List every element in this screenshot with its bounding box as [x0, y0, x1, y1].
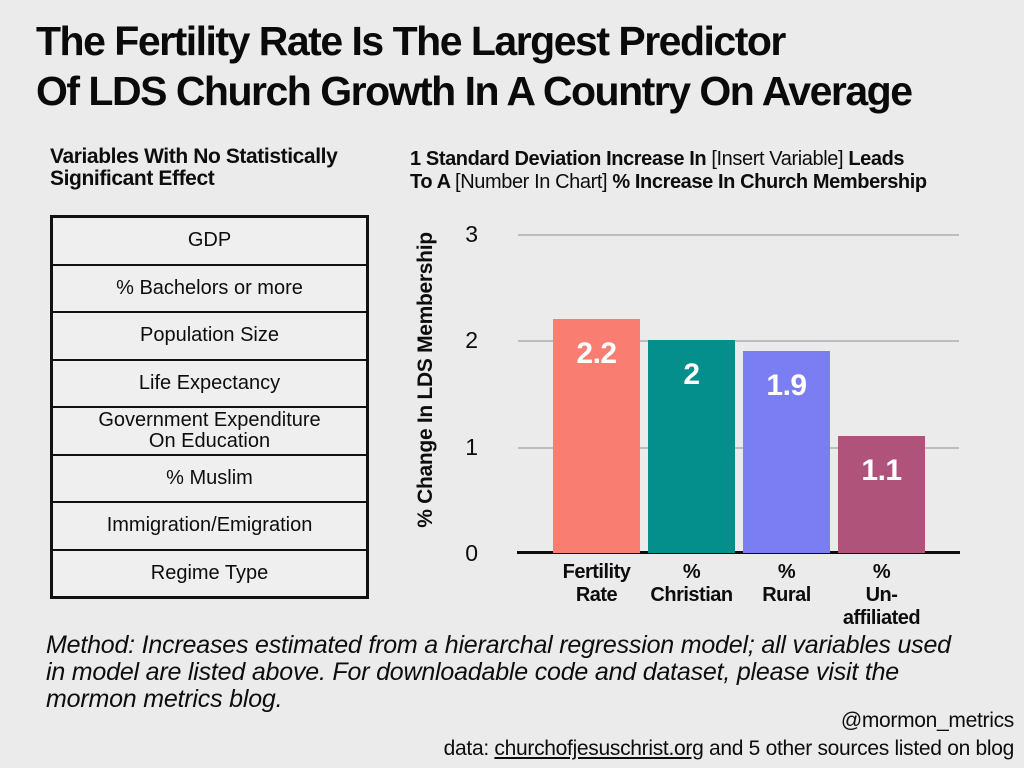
footer-credits: @mormon_metrics data: churchofjesuschris… — [443, 707, 1015, 763]
table-row-regime-type: Regime Type — [53, 548, 366, 597]
data-source-suffix: and 5 other sources listed on blog — [703, 737, 1014, 760]
gridline-2 — [518, 340, 959, 343]
data-source-link[interactable]: churchofjesuschrist.org — [494, 737, 704, 760]
table-row-gdp: GDP — [187, 229, 232, 252]
heading-segment: [Number In Chart] — [455, 171, 613, 193]
heading-segment: [Insert Variable] — [711, 148, 849, 170]
method-note-line2: in model are listed above. For downloada… — [46, 658, 900, 686]
table-row-population-size: Population Size — [53, 311, 366, 359]
bar-value-label: 2.2 — [576, 336, 617, 370]
gridline-3 — [518, 233, 959, 236]
heading-segment: % Increase In Church Membership — [612, 171, 927, 193]
bar-christian: 2 — [648, 340, 735, 553]
bar-value-label: 1.9 — [766, 368, 807, 402]
x-axis-label-christian: % Christian — [650, 561, 733, 606]
bar-value-label: 2 — [683, 358, 700, 392]
x-axis-label-fertility-rate: Fertility Rate — [562, 561, 631, 606]
x-axis-line — [517, 551, 960, 554]
y-axis-label: % Change In LDS Membership — [414, 232, 437, 528]
right-panel-heading-line1: 1 Standard Deviation Increase In [Insert… — [410, 148, 1024, 171]
x-axis-label-un-affiliated: % Un- affiliated — [842, 561, 921, 629]
table-row-government-expenditure: Government Expenditure On Education — [53, 406, 366, 454]
table-row-immigration-emigration: Immigration/Emigration — [53, 501, 366, 549]
left-panel-heading-line2: Significant Effect — [50, 167, 215, 190]
table-row-muslim: % Muslim — [53, 453, 366, 502]
page-title: The Fertility Rate Is The Largest Predic… — [36, 16, 913, 116]
page-title-line2: Of LDS Church Growth In A Country On Ave… — [36, 68, 913, 114]
insignificant-variables-table: GDP % Bachelors or more Population Size Lif… — [50, 215, 369, 599]
data-source-prefix: data: — [443, 737, 495, 760]
heading-segment: Leads — [848, 148, 905, 170]
right-panel-heading-line2: To A [Number In Chart] % Increase In Chu… — [410, 171, 1024, 194]
table-row-life-expectancy: Life Expectancy — [53, 358, 366, 407]
bar-fertility-rate: 2.2 — [553, 318, 640, 553]
gridline-1 — [518, 446, 959, 449]
right-panel-heading: 1 Standard Deviation Increase In [Insert… — [410, 148, 1024, 194]
left-panel-heading: Variables With No Statistically Signific… — [50, 145, 338, 190]
twitter-handle: @mormon_metrics — [840, 709, 1014, 732]
y-tick-label-1: 1 — [465, 433, 478, 460]
x-axis-label-rural: % Rural — [762, 561, 811, 606]
y-tick-label-2: 2 — [465, 327, 478, 354]
y-tick-label-0: 0 — [465, 540, 478, 566]
heading-segment: To A — [410, 171, 456, 193]
left-panel-heading-line1: Variables With No Statistically — [50, 145, 338, 168]
heading-segment: 1 Standard Deviation Increase In — [410, 148, 712, 170]
method-note: Method: Increases estimated from a hiera… — [46, 632, 951, 713]
table-row-bachelors-or-more: % Bachelors or more — [53, 263, 366, 312]
method-note-line1: Method: Increases estimated from a hiera… — [46, 631, 951, 659]
page-title-line1: The Fertility Rate Is The Largest Predic… — [36, 18, 786, 64]
bar-value-label: 1.1 — [861, 453, 902, 487]
bar-un-affiliated: 1.1 — [838, 435, 925, 553]
method-note-line3: mormon metrics blog. — [46, 685, 283, 713]
bar-rural: 1.9 — [743, 350, 830, 553]
y-tick-label-3: 3 — [465, 220, 478, 247]
data-source-line: data: churchofjesuschrist.org and 5 othe… — [443, 735, 1015, 763]
